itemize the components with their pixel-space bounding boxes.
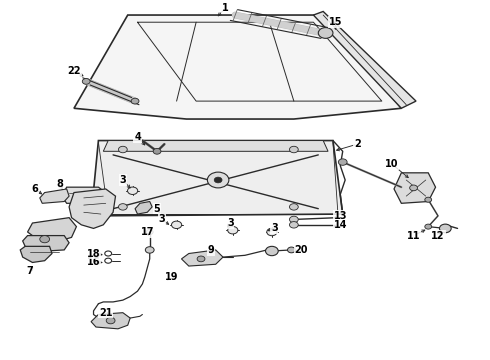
Circle shape (172, 221, 182, 229)
Polygon shape (91, 313, 130, 329)
Circle shape (147, 229, 153, 234)
Circle shape (440, 224, 451, 233)
Text: 4: 4 (134, 132, 141, 142)
Polygon shape (135, 202, 152, 214)
Text: 3: 3 (227, 218, 234, 228)
Polygon shape (69, 189, 116, 228)
Text: 21: 21 (99, 308, 113, 318)
Circle shape (425, 197, 432, 202)
Text: 9: 9 (207, 245, 214, 255)
Text: 3: 3 (271, 224, 278, 233)
Polygon shape (40, 189, 69, 203)
Circle shape (425, 224, 432, 229)
Circle shape (131, 98, 139, 104)
Text: 18: 18 (87, 248, 100, 258)
Text: 12: 12 (431, 231, 445, 240)
Circle shape (40, 235, 49, 243)
Text: 16: 16 (87, 257, 100, 267)
Polygon shape (91, 140, 343, 216)
Polygon shape (20, 246, 52, 262)
Circle shape (290, 204, 298, 210)
Circle shape (290, 216, 298, 223)
Polygon shape (74, 15, 401, 119)
Circle shape (290, 146, 298, 153)
Circle shape (153, 148, 161, 154)
Circle shape (106, 318, 115, 324)
Circle shape (288, 247, 295, 253)
Polygon shape (394, 173, 436, 203)
Text: 5: 5 (154, 204, 160, 214)
Circle shape (119, 204, 127, 210)
Polygon shape (23, 235, 69, 252)
Polygon shape (314, 12, 416, 108)
Circle shape (207, 172, 229, 188)
Circle shape (82, 78, 90, 84)
Circle shape (266, 246, 278, 256)
Circle shape (318, 28, 333, 39)
Circle shape (127, 187, 138, 194)
Circle shape (267, 228, 277, 236)
Polygon shape (181, 250, 223, 266)
Circle shape (197, 256, 205, 262)
Text: 7: 7 (26, 266, 33, 276)
Text: 15: 15 (329, 17, 342, 27)
Circle shape (338, 159, 347, 165)
Circle shape (214, 177, 222, 183)
Text: 14: 14 (334, 220, 347, 230)
Text: 19: 19 (165, 272, 178, 282)
Text: 11: 11 (407, 231, 420, 240)
Polygon shape (103, 140, 328, 151)
Polygon shape (62, 187, 106, 203)
Text: 8: 8 (56, 179, 63, 189)
Circle shape (146, 247, 154, 253)
Text: 2: 2 (354, 139, 361, 149)
Text: 3: 3 (120, 175, 126, 185)
Circle shape (410, 185, 417, 191)
Text: 20: 20 (294, 245, 308, 255)
Text: 22: 22 (67, 66, 81, 76)
Text: 1: 1 (222, 3, 229, 13)
Polygon shape (27, 218, 76, 241)
Text: 10: 10 (385, 159, 398, 169)
Text: 6: 6 (31, 184, 38, 194)
Text: 3: 3 (159, 215, 165, 224)
Circle shape (290, 222, 298, 228)
Circle shape (228, 226, 238, 234)
Text: 17: 17 (141, 227, 154, 237)
Text: 13: 13 (334, 211, 347, 221)
Circle shape (119, 146, 127, 153)
